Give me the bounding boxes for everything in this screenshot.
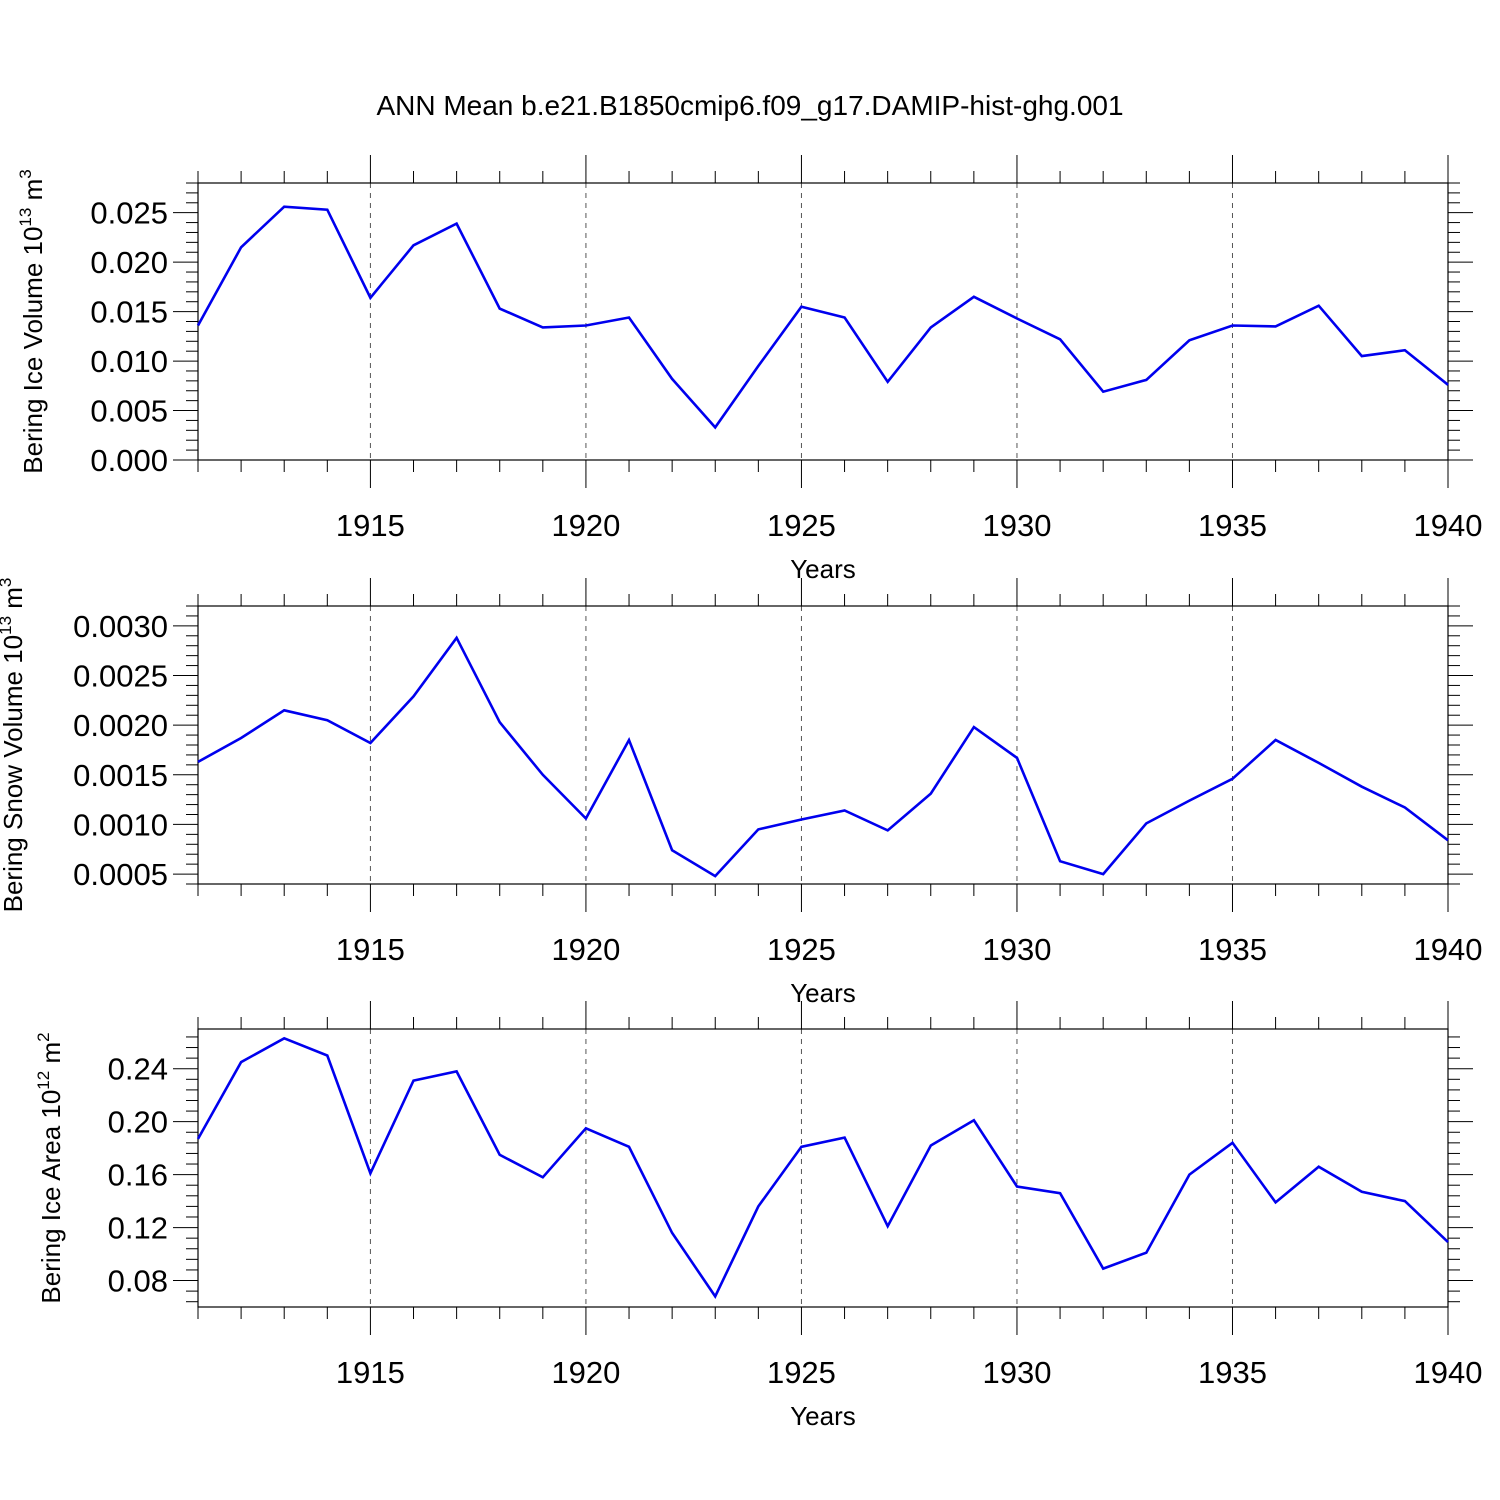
y-tick-label: 0.0010 <box>73 807 168 842</box>
x-tick-label: 1940 <box>1414 932 1483 967</box>
chart-panel-1: 0.000 0.005 0.010 0.015 0.020 0.025 1915 1920 19… <box>16 155 1482 584</box>
x-tick-label: 1935 <box>1198 508 1267 543</box>
y-axis-label-exponent: 12 <box>34 1071 53 1090</box>
chart-panel-2: 0.0005 0.0010 0.0015 0.0020 0.0025 0.0030 1915… <box>0 578 1482 1008</box>
y-axis-label: Bering Ice Area 1012 m2 <box>34 1032 66 1303</box>
y-axis-label-name: Bering Ice Area 10 <box>36 1090 66 1304</box>
y-axis-label-unit: m <box>36 1042 66 1071</box>
y-tick-label: 0.0005 <box>73 857 168 892</box>
series-line <box>197 635 1449 878</box>
y-tick-label: 0.005 <box>90 394 168 429</box>
y-tick-label: 0.015 <box>90 295 168 330</box>
chart-panel-3: 0.08 0.12 0.16 0.20 0.24 1915 1920 1925 1930 1935… <box>34 1001 1482 1431</box>
y-tick-label: 0.0020 <box>73 708 168 743</box>
x-tick-label: 1940 <box>1414 1355 1483 1390</box>
x-axis-label: Years <box>790 1401 856 1431</box>
x-tick-label: 1930 <box>982 932 1051 967</box>
x-tick-label: 1915 <box>336 932 405 967</box>
figure-title: ANN Mean b.e21.B1850cmip6.f09_g17.DAMIP-… <box>376 90 1124 121</box>
x-axis-label: Years <box>790 978 856 1008</box>
x-tick-label: 1915 <box>336 508 405 543</box>
y-tick-label: 0.0015 <box>73 758 168 793</box>
x-tick-label: 1935 <box>1198 932 1267 967</box>
y-tick-label: 0.0025 <box>73 659 168 694</box>
y-tick-label: 0.20 <box>108 1105 168 1140</box>
x-tick-label: 1925 <box>767 932 836 967</box>
x-tick-label: 1920 <box>551 508 620 543</box>
y-tick-label: 0.000 <box>90 443 168 478</box>
plot-frame <box>197 182 1449 461</box>
y-axis-label-unit: m <box>18 179 48 208</box>
y-axis-label-unit-power: 2 <box>34 1032 53 1041</box>
x-tick-label: 1940 <box>1414 508 1483 543</box>
x-tick-label: 1920 <box>551 1355 620 1390</box>
y-axis-label: Bering Ice Volume 1013 m3 <box>16 169 48 473</box>
y-axis-label-exponent: 13 <box>0 616 15 635</box>
y-axis-label-unit-power: 3 <box>16 169 35 178</box>
y-axis-label-exponent: 13 <box>16 208 35 227</box>
y-tick-label: 0.12 <box>108 1211 168 1246</box>
y-axis-label-unit-power: 3 <box>0 578 15 587</box>
x-tick-label: 1935 <box>1198 1355 1267 1390</box>
y-axis-label-unit: m <box>0 587 28 616</box>
y-tick-label: 0.24 <box>108 1052 168 1087</box>
x-tick-label: 1930 <box>982 1355 1051 1390</box>
x-tick-label: 1915 <box>336 1355 405 1390</box>
y-tick-label: 0.010 <box>90 344 168 379</box>
y-tick-label: 0.0030 <box>73 609 168 644</box>
plot-frame <box>197 1028 1449 1308</box>
y-tick-label: 0.16 <box>108 1158 168 1193</box>
series-line <box>196 1036 1449 1300</box>
y-axis-label-name: Bering Ice Volume 10 <box>18 227 48 474</box>
x-axis-label: Years <box>790 554 856 584</box>
y-axis-label-name: Bering Snow Volume 10 <box>0 635 28 913</box>
x-tick-label: 1925 <box>767 1355 836 1390</box>
y-tick-label: 0.025 <box>90 196 168 231</box>
y-tick-label: 0.020 <box>90 245 168 280</box>
x-tick-label: 1920 <box>551 932 620 967</box>
x-tick-label: 1925 <box>767 508 836 543</box>
x-tick-label: 1930 <box>982 508 1051 543</box>
y-axis-label: Bering Snow Volume 1013 m3 <box>0 578 28 913</box>
plot-frame <box>197 605 1449 885</box>
series-line <box>196 205 1449 430</box>
y-tick-label: 0.08 <box>108 1264 168 1299</box>
